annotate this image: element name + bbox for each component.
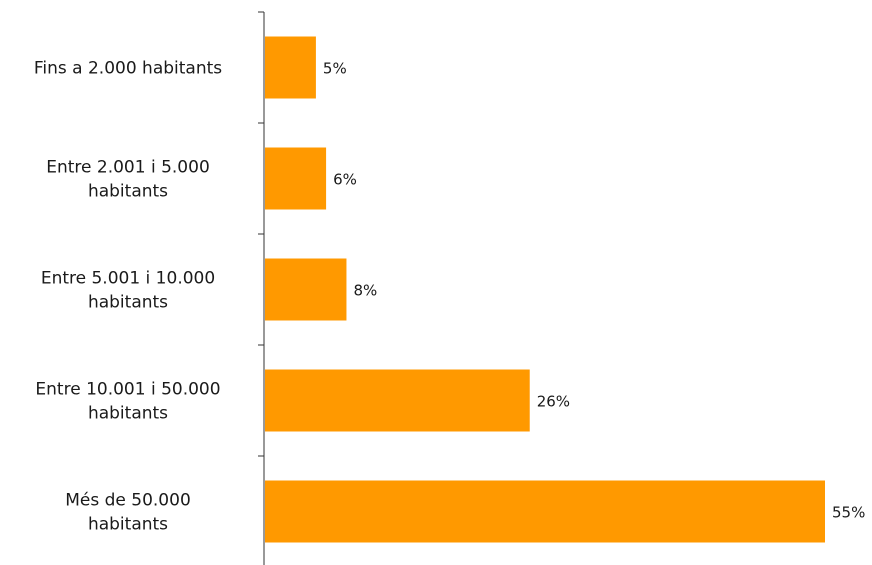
category-label: Més de 50.000 habitants	[65, 491, 191, 535]
category-label-line: Entre 10.001 i 50.000	[35, 380, 220, 400]
category-label-line: Entre 5.001 i 10.000	[41, 269, 215, 289]
category-label: Entre 5.001 i 10.000 habitants	[41, 269, 215, 313]
category-label-line: Fins a 2.000 habitants	[34, 59, 222, 79]
category-label-line: Entre 2.001 i 5.000	[46, 158, 210, 178]
category-label-line: habitants	[88, 293, 168, 313]
category-label: Entre 2.001 i 5.000 habitants	[46, 158, 210, 202]
value-label: 5%	[323, 60, 347, 78]
category-label-line: habitants	[88, 182, 168, 202]
value-labels-group: 5% 6% 8% 26% 55%	[323, 60, 865, 522]
bar	[265, 147, 327, 210]
category-label: Fins a 2.000 habitants	[34, 59, 222, 79]
category-label-line: habitants	[88, 515, 168, 535]
category-label-line: Més de 50.000	[65, 491, 191, 511]
bar	[265, 369, 530, 432]
bar	[265, 480, 825, 543]
value-label: 8%	[353, 282, 377, 300]
bar	[265, 36, 316, 99]
value-label: 55%	[832, 504, 865, 522]
value-label: 6%	[333, 171, 357, 189]
category-label: Entre 10.001 i 50.000 habitants	[35, 380, 220, 424]
category-label-line: habitants	[88, 404, 168, 424]
category-labels-group: Fins a 2.000 habitants Entre 2.001 i 5.00…	[34, 59, 222, 535]
value-label: 26%	[537, 393, 570, 411]
y-axis-group	[258, 11, 265, 565]
bars-group	[265, 36, 825, 543]
bar	[265, 258, 347, 321]
